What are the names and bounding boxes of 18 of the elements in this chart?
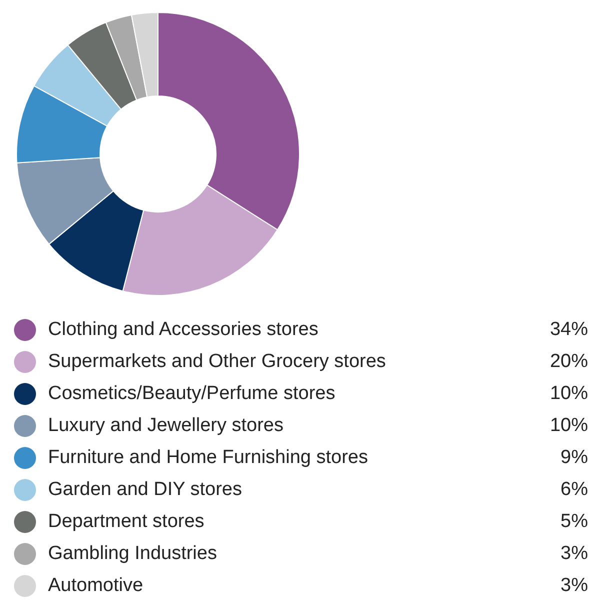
- data-label: 5%: [560, 511, 588, 533]
- data-label: 10%: [550, 383, 588, 405]
- legend-label: Department stores: [48, 511, 206, 533]
- data-label: 3%: [560, 543, 588, 565]
- legend-label: Furniture and Home Furnishing stores: [48, 447, 369, 469]
- legend-label: Luxury and Jewellery stores: [48, 415, 284, 437]
- legend-label: Supermarkets and Other Grocery stores: [48, 351, 387, 373]
- legend-label: Garden and DIY stores: [48, 479, 243, 501]
- data-label: 10%: [550, 415, 588, 437]
- legend-label: Automotive: [48, 575, 144, 597]
- legend-label: Gambling Industries: [48, 543, 218, 565]
- data-label: 9%: [560, 447, 588, 469]
- legend-label: Cosmetics/Beauty/Perfume stores: [48, 383, 336, 405]
- data-label: 6%: [560, 479, 588, 501]
- data-label: 20%: [550, 351, 588, 373]
- legend-label: Clothing and Accessories stores: [48, 319, 320, 341]
- data-label: 3%: [560, 575, 588, 597]
- data-label: 34%: [550, 319, 588, 341]
